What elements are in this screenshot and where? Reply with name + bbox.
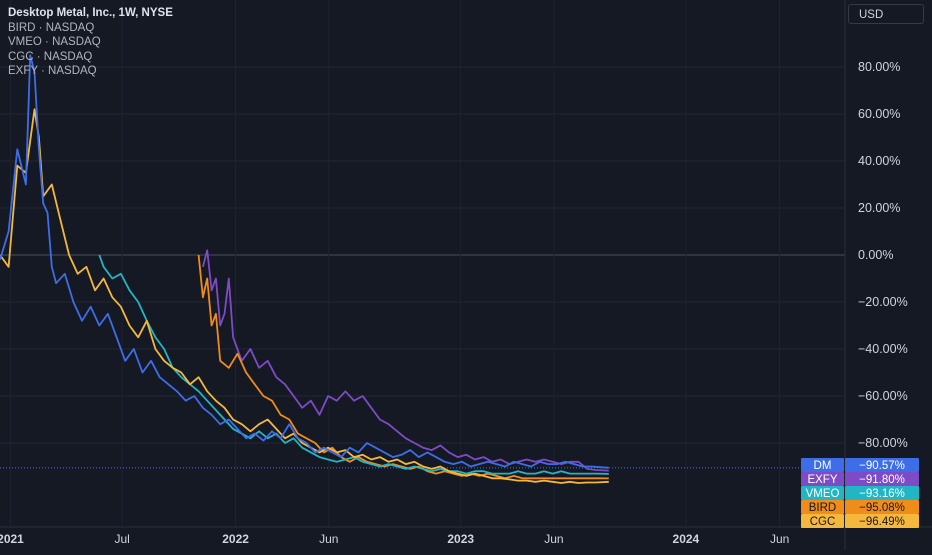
chart-legend: Desktop Metal, Inc., 1W, NYSE BIRD · NAS… <box>8 6 173 79</box>
x-tick-label: Jun <box>544 532 563 546</box>
badge-value-box <box>845 472 919 486</box>
badge-name-box <box>801 472 844 486</box>
time-axis[interactable]: 2021 Jul 2022 Jun 2023 Jun 2024 Jun <box>0 532 789 546</box>
y-tick-label: 40.00% <box>858 154 900 168</box>
legend-compare-exfy[interactable]: EXFY · NASDAQ <box>8 65 97 77</box>
badge-symbol: DM <box>814 460 832 472</box>
series-line-exfy <box>202 249 609 472</box>
badge-name-box <box>801 514 844 528</box>
badge-value-box <box>845 500 919 514</box>
y-tick-label: 20.00% <box>858 201 900 215</box>
series-line-vmeo <box>98 254 609 475</box>
legend-compare-cgc[interactable]: CGC · NASDAQ <box>8 50 93 63</box>
badge-vmeo: VMEO −93.16% <box>801 486 919 500</box>
badge-bird: BIRD −95.08% <box>801 500 919 514</box>
badge-value-box <box>845 514 919 528</box>
y-tick-label: 80.00% <box>858 60 900 74</box>
series-lines <box>0 54 609 484</box>
badge-value: −93.16% <box>859 488 905 500</box>
legend-compare-vmeo[interactable]: VMEO · NASDAQ <box>8 36 101 48</box>
badge-name-box <box>801 500 844 514</box>
y-tick-label: −60.00% <box>858 389 908 403</box>
badge-value-box <box>845 486 919 500</box>
x-tick-label: Jun <box>319 532 338 546</box>
badge-value: −91.80% <box>859 474 905 486</box>
badge-value: −95.08% <box>859 502 905 514</box>
badge-value-box <box>845 458 919 472</box>
x-tick-label: 2022 <box>222 532 249 546</box>
badge-dm: DM −90.57% <box>801 458 919 472</box>
badge-name-box <box>801 486 844 500</box>
badge-value: −90.57% <box>859 460 905 472</box>
x-tick-label: 2021 <box>0 532 24 546</box>
badge-exfy: EXFY −91.80% <box>801 472 919 486</box>
currency-button[interactable]: USD <box>848 4 924 24</box>
badge-cgc: CGC −96.49% <box>801 514 919 528</box>
x-tick-label: Jun <box>770 532 789 546</box>
badge-symbol: CGC <box>810 516 836 528</box>
x-tick-label: 2023 <box>447 532 474 546</box>
x-tick-label: Jul <box>114 532 129 546</box>
x-tick-label: 2024 <box>673 532 700 546</box>
y-tick-label: −40.00% <box>858 342 908 356</box>
badge-symbol: EXFY <box>807 474 837 486</box>
badge-name-box <box>801 458 844 472</box>
badge-symbol: VMEO <box>806 488 840 500</box>
badge-value: −96.49% <box>859 516 905 528</box>
y-tick-label: −80.00% <box>858 436 908 450</box>
badge-symbol: BIRD <box>809 502 836 514</box>
y-tick-label: −20.00% <box>858 295 908 309</box>
y-tick-label: 0.00% <box>858 248 893 262</box>
y-tick-label: 60.00% <box>858 107 900 121</box>
series-line-bird <box>197 254 609 480</box>
legend-main-symbol[interactable]: Desktop Metal, Inc., 1W, NYSE <box>8 7 173 19</box>
last-value-badges: DM −90.57% EXFY −91.80% VMEO −93.16% BIRD −95.0… <box>801 458 919 528</box>
legend-compare-bird[interactable]: BIRD · NASDAQ <box>8 21 95 34</box>
price-axis[interactable]: 80.00% 60.00% 40.00% 20.00% 0.00% −20.00% −40.… <box>858 60 908 450</box>
series-line-dm <box>0 54 609 469</box>
